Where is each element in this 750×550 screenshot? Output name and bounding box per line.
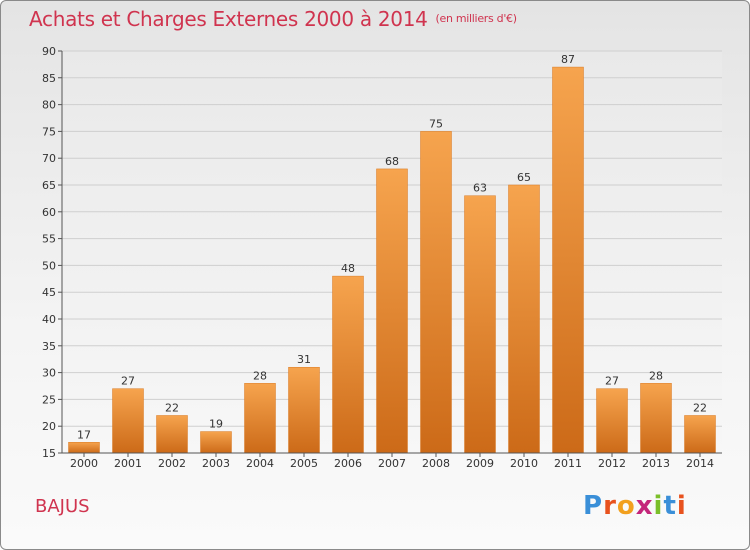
- data-label: 48: [341, 262, 355, 275]
- x-tick-label: 2001: [114, 457, 142, 470]
- bar: [684, 415, 716, 454]
- y-tick-label: 30: [42, 367, 56, 380]
- x-tick-label: 2006: [334, 457, 362, 470]
- x-tick-label: 2013: [642, 457, 670, 470]
- y-tick-label: 70: [42, 152, 56, 165]
- bar: [464, 195, 496, 454]
- x-tick-label: 2010: [510, 457, 538, 470]
- bar: [332, 275, 364, 454]
- x-tick-label: 2008: [422, 457, 450, 470]
- y-tick-label: 50: [42, 259, 56, 272]
- data-labels: 17 27 22 19 28 31 48 68 75 63 65 87 27 28 22: [77, 53, 707, 441]
- y-tick-label: 65: [42, 179, 56, 192]
- logo-letter: x: [635, 491, 654, 521]
- data-label: 17: [77, 428, 91, 441]
- y-tick-label: 90: [42, 45, 56, 58]
- data-label: 27: [121, 375, 135, 388]
- y-axis: 15 20 25 30 35 40 45 50 55 60 65 70 75 80 85 90: [42, 45, 63, 460]
- data-label: 31: [297, 353, 311, 366]
- bar: [420, 131, 452, 454]
- x-axis: 2000 2001 2002 2003 2004 2005 2006 2007 2008 2009…: [62, 452, 722, 470]
- bar: [508, 184, 540, 454]
- x-tick-label: 2003: [202, 457, 230, 470]
- data-label: 63: [473, 182, 487, 195]
- chart-unit: (en milliers d'€): [435, 12, 517, 25]
- bar: [112, 388, 144, 454]
- logo-letter: r: [603, 491, 617, 521]
- data-label: 87: [561, 53, 575, 66]
- place-name: BAJUS: [35, 496, 90, 517]
- chart-title: Achats et Charges Externes 2000 à 2014 (e…: [29, 7, 517, 31]
- y-tick-label: 55: [42, 233, 56, 246]
- y-tick-label: 15: [42, 447, 56, 460]
- bar: [376, 168, 408, 454]
- x-tick-label: 2005: [290, 457, 318, 470]
- bar: [640, 383, 672, 454]
- data-label: 28: [649, 369, 663, 382]
- data-label: 28: [253, 369, 267, 382]
- y-tick-label: 20: [42, 420, 56, 433]
- bar: [68, 442, 100, 454]
- data-label: 65: [517, 171, 531, 184]
- logo-letter: t: [663, 491, 677, 521]
- y-tick-label: 45: [42, 286, 56, 299]
- y-tick-label: 60: [42, 206, 56, 219]
- logo-letter: i: [653, 491, 664, 521]
- x-tick-label: 2002: [158, 457, 186, 470]
- logo-letter: P: [583, 491, 604, 521]
- bar: [156, 415, 188, 454]
- x-tick-label: 2011: [554, 457, 582, 470]
- y-tick-label: 80: [42, 99, 56, 112]
- logo-letter: o: [616, 491, 636, 521]
- bars: [68, 66, 716, 454]
- bar: [552, 66, 584, 454]
- x-tick-label: 2007: [378, 457, 406, 470]
- bar: [200, 431, 232, 454]
- data-label: 22: [693, 401, 707, 414]
- y-tick-label: 35: [42, 340, 56, 353]
- x-tick-label: 2014: [686, 457, 714, 470]
- data-label: 27: [605, 375, 619, 388]
- x-tick-label: 2012: [598, 457, 626, 470]
- y-tick-label: 85: [42, 72, 56, 85]
- proxiti-logo: Proxiti: [583, 491, 687, 521]
- x-tick-label: 2009: [466, 457, 494, 470]
- bar: [288, 366, 320, 454]
- bar: [596, 388, 628, 454]
- data-label: 22: [165, 401, 179, 414]
- y-tick-label: 75: [42, 125, 56, 138]
- data-label: 75: [429, 117, 443, 130]
- logo-letter: i: [676, 491, 687, 521]
- x-tick-label: 2004: [246, 457, 274, 470]
- y-tick-label: 40: [42, 313, 56, 326]
- bar: [244, 383, 276, 454]
- chart-title-text: Achats et Charges Externes 2000 à 2014: [29, 7, 428, 31]
- y-tick-label: 25: [42, 393, 56, 406]
- data-label: 68: [385, 155, 399, 168]
- x-tick-label: 2000: [70, 457, 98, 470]
- data-label: 19: [209, 418, 223, 431]
